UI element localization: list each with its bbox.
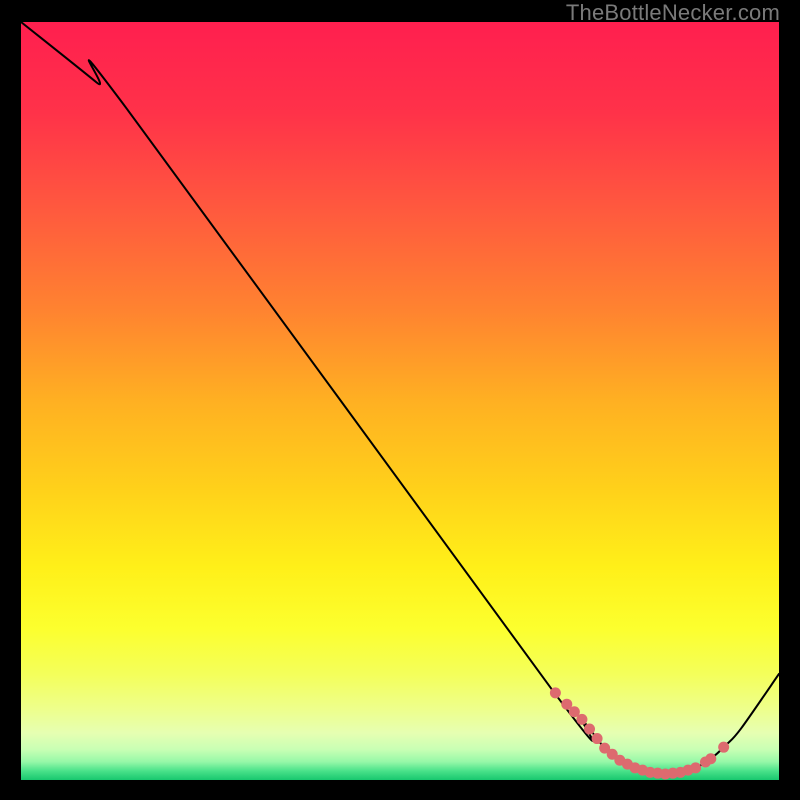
watermark-text: TheBottleNecker.com <box>566 0 780 26</box>
curve-marker <box>592 733 603 744</box>
curve-path <box>21 22 779 774</box>
curve-markers <box>550 687 729 779</box>
curve-marker <box>576 714 587 725</box>
curve-marker <box>705 753 716 764</box>
chart-frame: TheBottleNecker.com <box>0 0 800 800</box>
curve-marker <box>718 742 729 753</box>
chart-svg <box>21 22 779 780</box>
curve-marker <box>550 687 561 698</box>
curve-marker <box>584 723 595 734</box>
plot-area <box>21 22 779 780</box>
curve-marker <box>690 762 701 773</box>
